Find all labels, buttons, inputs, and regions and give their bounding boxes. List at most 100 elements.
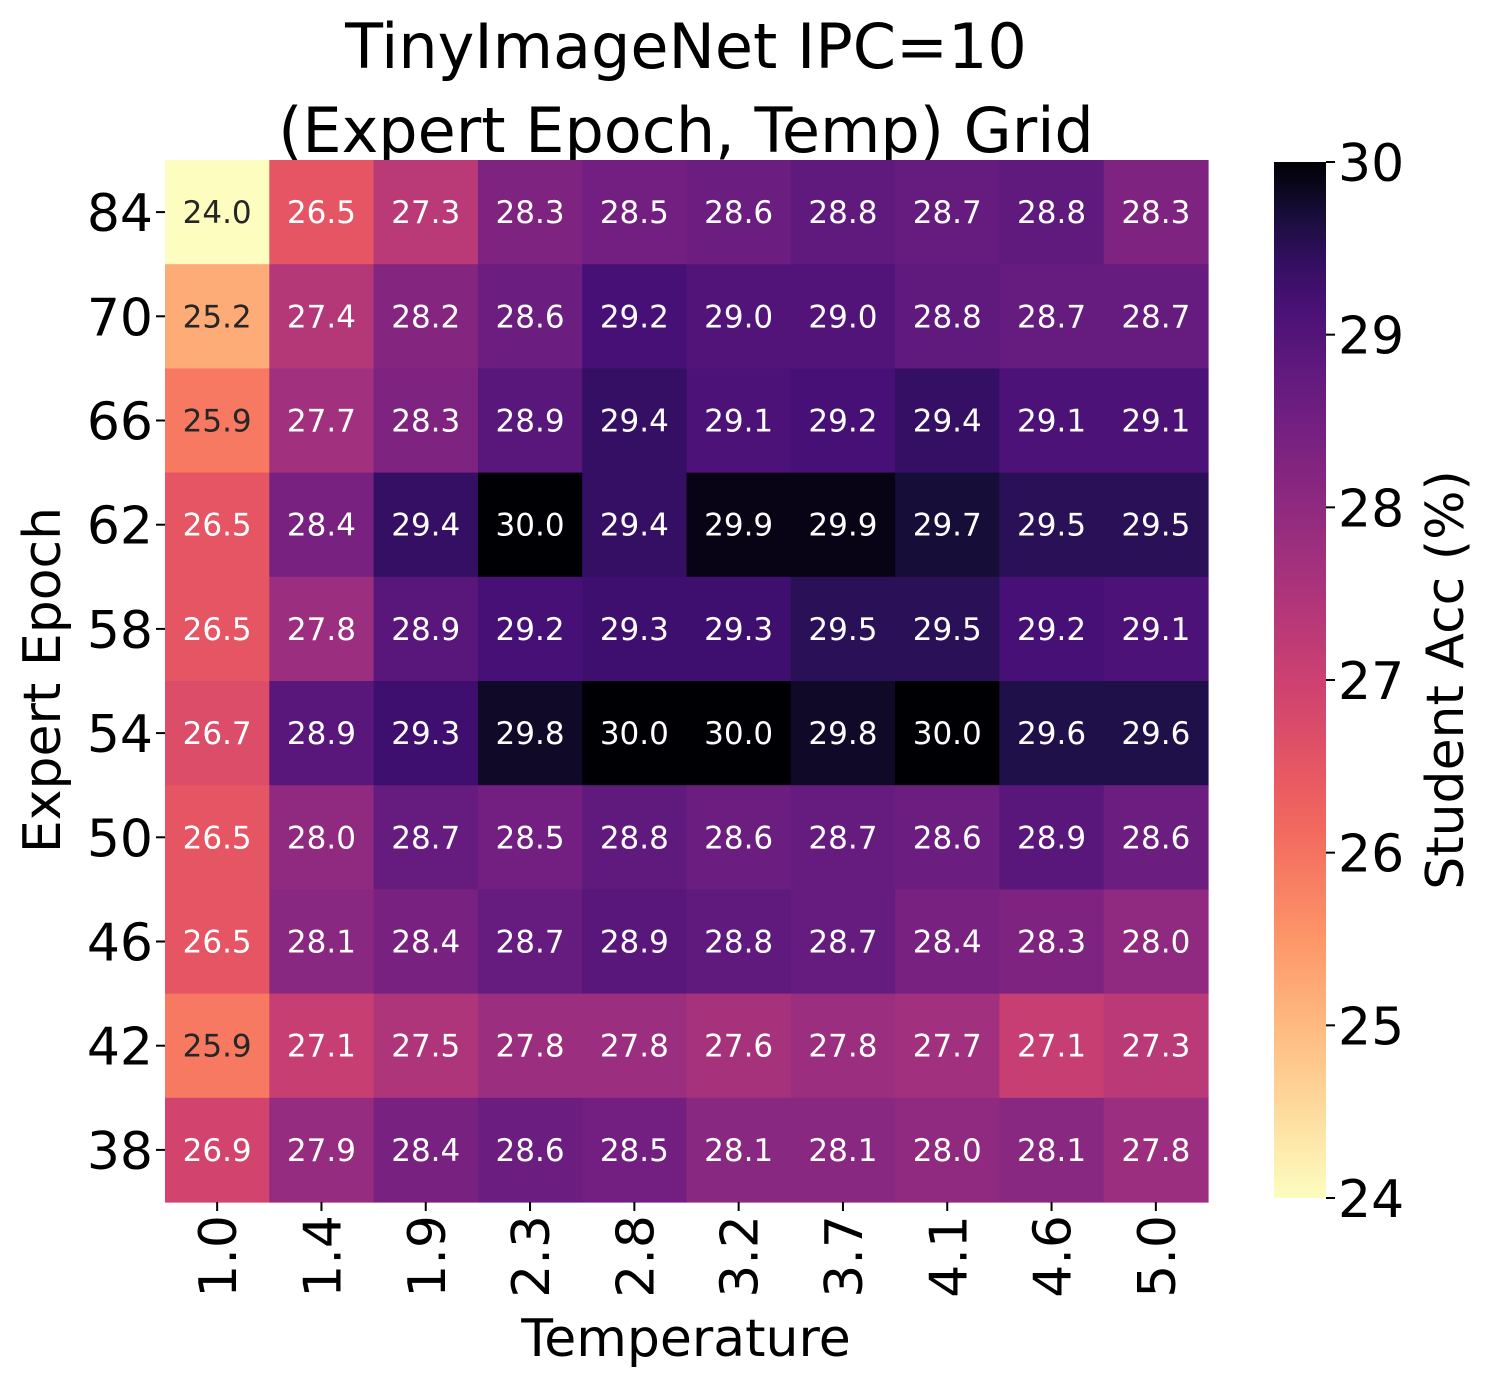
cell-value-label: 28.2 (391, 299, 460, 335)
heatmap-cell (165, 160, 270, 265)
heatmap-cell (582, 576, 688, 682)
heatmap-cell (1103, 993, 1209, 1099)
cell-value-label: 25.2 (183, 299, 252, 335)
heatmap-cell (686, 681, 792, 786)
heatmap-cell (1103, 576, 1209, 682)
cell-value-label: 29.9 (704, 508, 773, 544)
colorbar-tick-label: 28 (1338, 479, 1404, 539)
cell-value-label: 29.5 (1017, 508, 1086, 544)
x-tick-label: 5.0 (1128, 1215, 1188, 1298)
y-tick-label: 42 (87, 1018, 153, 1078)
cell-value-label: 26.5 (287, 195, 356, 231)
cell-value-label: 25.9 (183, 404, 252, 440)
heatmap-cell (895, 160, 1000, 265)
heatmap-cell (477, 472, 583, 578)
y-axis-ticks: 84 70 66 62 58 54 50 46 42 38 (87, 184, 165, 1182)
heatmap-cell (999, 160, 1105, 265)
cell-value-label: 28.5 (496, 820, 565, 856)
cell-value-label: 29.8 (496, 716, 565, 752)
heatmap-cell (790, 785, 896, 890)
cell-value-label: 29.6 (1017, 716, 1086, 752)
heatmap-cell (582, 368, 688, 474)
heatmap-cell (999, 889, 1105, 995)
cell-value-label: 28.1 (1017, 1133, 1086, 1169)
heatmap-cell (790, 576, 896, 682)
colorbar: 24 25 26 27 28 29 30 (1274, 134, 1404, 1230)
heatmap-cell (1103, 368, 1209, 474)
cell-value-label: 26.5 (183, 820, 252, 856)
x-tick-label: 2.3 (502, 1215, 562, 1298)
heatmap-cell (373, 889, 479, 995)
cell-value-label: 29.3 (704, 612, 773, 648)
cell-value-label: 28.7 (391, 820, 460, 856)
heatmap-cell (582, 160, 688, 265)
cell-value-label: 28.8 (808, 195, 877, 231)
heatmap-cell (790, 889, 896, 995)
cell-value-label: 27.5 (391, 1029, 460, 1065)
heatmap-cell (1103, 681, 1209, 786)
heatmap-cell (686, 1097, 792, 1203)
heatmap-cell (269, 160, 375, 265)
cell-value-label: 27.9 (287, 1133, 356, 1169)
y-tick-label: 46 (87, 914, 153, 974)
cell-value-label: 28.9 (600, 925, 669, 961)
heatmap-cell (895, 681, 1000, 786)
heatmap-cell (477, 889, 583, 995)
heatmap-cell (895, 576, 1000, 682)
cell-value-label: 27.3 (391, 195, 460, 231)
heatmap-cell (373, 785, 479, 890)
heatmap-cell (686, 889, 792, 995)
x-tick-label: 1.4 (293, 1215, 353, 1298)
heatmap-cell (165, 264, 270, 369)
cell-value-label: 28.3 (391, 404, 460, 440)
heatmap-cell (895, 785, 1000, 890)
heatmap-cell (373, 1097, 479, 1203)
heatmap-cell (582, 993, 688, 1099)
cell-value-label: 29.5 (1121, 508, 1190, 544)
y-tick-label: 70 (87, 288, 153, 348)
heatmap-cell (686, 368, 792, 474)
colorbar-tick-label: 24 (1338, 1170, 1404, 1230)
cell-value-label: 27.8 (600, 1029, 669, 1065)
heatmap-cell (373, 993, 479, 1099)
x-tick-label: 3.2 (711, 1215, 771, 1298)
cell-value-label: 28.6 (704, 820, 773, 856)
cell-value-label: 28.4 (287, 508, 356, 544)
heatmap-cell (999, 368, 1105, 474)
heatmap-cell (269, 576, 375, 682)
heatmap-cell (477, 264, 583, 369)
heatmap-cell (999, 681, 1105, 786)
heatmap-cell (269, 368, 375, 474)
heatmap-cell (269, 993, 375, 1099)
heatmap-cell (477, 368, 583, 474)
heatmap-cell (477, 993, 583, 1099)
y-tick-label: 66 (87, 393, 153, 453)
cell-value-label: 27.7 (913, 1029, 982, 1065)
heatmap-cell (582, 1097, 688, 1203)
cell-value-label: 28.7 (1017, 299, 1086, 335)
heatmap-cell (790, 264, 896, 369)
heatmap-cell (999, 472, 1105, 578)
cell-value-label: 29.4 (600, 508, 669, 544)
heatmap-cell (790, 1097, 896, 1203)
cell-value-label: 28.1 (808, 1133, 877, 1169)
cell-value-label: 28.4 (913, 925, 982, 961)
cell-value-label: 28.8 (704, 925, 773, 961)
cell-value-label: 28.7 (1121, 299, 1190, 335)
heatmap-cell (1103, 264, 1209, 369)
heatmap-cell (895, 1097, 1000, 1203)
y-tick-label: 38 (87, 1122, 153, 1182)
cell-value-label: 29.0 (808, 299, 877, 335)
heatmap-cell (165, 1097, 270, 1203)
heatmap-cell (582, 681, 688, 786)
heatmap-cell (582, 472, 688, 578)
cell-value-label: 29.5 (808, 612, 877, 648)
heatmap-cell (686, 264, 792, 369)
heatmap-cell (373, 681, 479, 786)
heatmap-cell (373, 160, 479, 265)
colorbar-gradient (1274, 162, 1326, 1198)
cell-value-label: 26.5 (183, 925, 252, 961)
heatmap-cell (165, 785, 270, 890)
heatmap-cell (269, 264, 375, 369)
